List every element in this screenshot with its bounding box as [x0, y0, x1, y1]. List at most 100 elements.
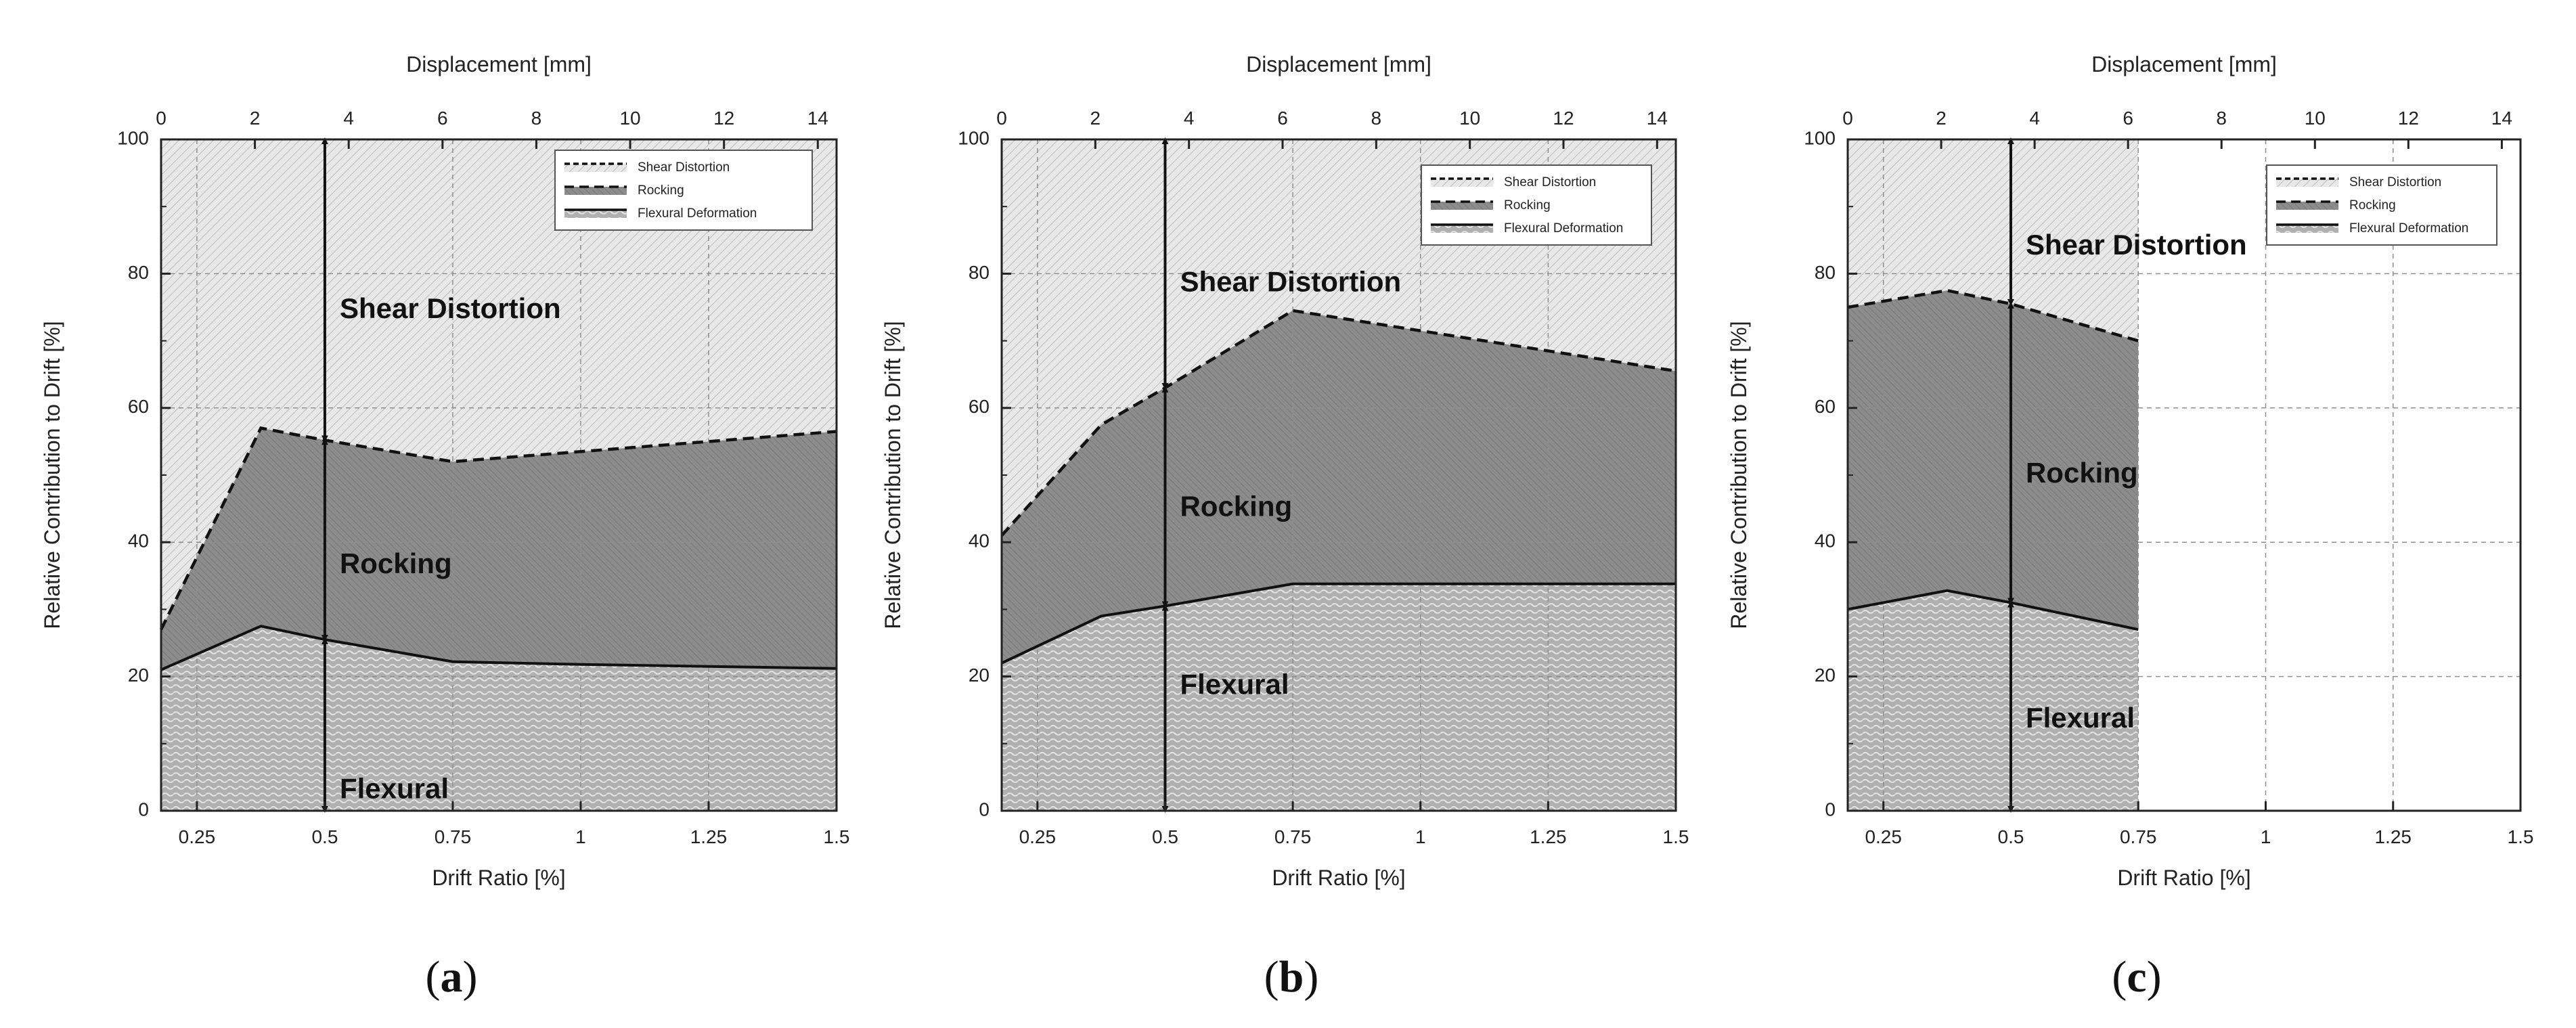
- x-tick-label: 0.5: [311, 826, 338, 847]
- area-shear-distortion: [1848, 139, 2139, 341]
- x-tick-label: 0.25: [179, 826, 216, 847]
- legend-swatch-flexural: [2276, 225, 2338, 233]
- x-tick-label: 0.75: [1274, 826, 1312, 847]
- legend-swatch-shear: [564, 164, 627, 172]
- x-axis-label: Drift Ratio [%]: [2117, 866, 2250, 890]
- caption-letter: c: [2127, 952, 2146, 1002]
- top-tick-label: 8: [531, 108, 542, 129]
- legend-swatch-rocking: [2276, 202, 2338, 210]
- series-line-rocking: [159, 426, 837, 631]
- region-label: Flexural: [340, 772, 449, 804]
- x-tick-label: 1.5: [1663, 826, 1689, 847]
- caption-close-paren: ): [1304, 952, 1318, 1002]
- x-axis-label: Drift Ratio [%]: [1272, 866, 1405, 890]
- legend-label-flexural: Flexural Deformation: [638, 206, 757, 221]
- region-label: Shear Distortion: [2026, 229, 2247, 261]
- y-tick-label: 0: [979, 799, 990, 820]
- top-tick-label: 14: [2491, 108, 2512, 129]
- caption-letter: b: [1279, 952, 1304, 1002]
- area-flexural: [1002, 583, 1676, 811]
- x-tick-label: 1.25: [690, 826, 728, 847]
- legend-label-shear: Shear Distortion: [2349, 175, 2441, 189]
- caption-letter: a: [441, 952, 463, 1002]
- top-tick-label: 12: [2398, 108, 2419, 129]
- x-tick-label: 1.25: [2374, 826, 2412, 847]
- y-tick-label: 20: [1815, 665, 1836, 686]
- chart-panel-c: Shear DistortionRockingFlexural020406080…: [1727, 52, 2533, 1002]
- top-axis-label: Displacement [mm]: [406, 52, 592, 76]
- caption-open-paren: (: [426, 952, 441, 1002]
- y-axis-label: Relative Contribution to Drift [%]: [1727, 321, 1751, 629]
- top-tick-label: 0: [156, 108, 166, 129]
- series-line-rocking: [1000, 309, 1676, 537]
- top-tick-label: 12: [1553, 108, 1574, 129]
- region-label: Rocking: [1180, 491, 1292, 522]
- x-tick-label: 0.75: [435, 826, 472, 847]
- x-tick-label: 0.5: [1998, 826, 2024, 847]
- top-axis-label: Displacement [mm]: [1246, 52, 1431, 76]
- y-tick-label: 40: [1815, 531, 1836, 552]
- area-rocking: [1848, 290, 2139, 630]
- caption-close-paren: ): [2147, 952, 2162, 1002]
- x-tick-label: 0.25: [1019, 826, 1057, 847]
- caption-open-paren: (: [2112, 952, 2127, 1002]
- area-rocking: [1002, 310, 1676, 663]
- x-tick-label: 1.5: [2508, 826, 2534, 847]
- y-tick-label: 100: [117, 127, 149, 148]
- caption-open-paren: (: [1264, 952, 1279, 1002]
- region-label: Rocking: [340, 547, 452, 579]
- top-tick-label: 2: [1090, 108, 1101, 129]
- y-axis-label: Relative Contribution to Drift [%]: [40, 321, 64, 629]
- legend-label-shear: Shear Distortion: [638, 160, 730, 175]
- panel-caption: (c): [2112, 952, 2161, 1002]
- legend-swatch-shear: [1431, 179, 1493, 187]
- y-tick-label: 0: [1825, 799, 1836, 820]
- series-line-flexural-deformation: [1001, 582, 1676, 665]
- legend-label-rocking: Rocking: [2349, 198, 2396, 213]
- chart-panel-b: Shear DistortionRockingFlexural020406080…: [881, 52, 1689, 1002]
- y-tick-label: 60: [969, 396, 990, 417]
- y-tick-label: 60: [1815, 396, 1836, 417]
- top-tick-label: 2: [1936, 108, 1947, 129]
- region-label: Shear Distortion: [1180, 265, 1401, 297]
- legend-swatch-shear: [2276, 179, 2338, 187]
- top-tick-label: 4: [2029, 108, 2040, 129]
- area-shear-distortion: [161, 139, 837, 630]
- top-tick-label: 2: [250, 108, 261, 129]
- area-flexural: [1848, 590, 2139, 811]
- top-tick-label: 0: [1842, 108, 1853, 129]
- top-tick-label: 8: [1371, 108, 1382, 129]
- legend: Shear Distortion Rocking Flexural Deformat…: [554, 150, 813, 231]
- legend: Shear Distortion Rocking Flexural Deformat…: [1421, 164, 1652, 246]
- legend-swatch-flexural: [1431, 225, 1493, 233]
- y-tick-label: 60: [128, 396, 149, 417]
- y-tick-label: 40: [969, 531, 990, 552]
- top-tick-label: 10: [2305, 108, 2326, 129]
- y-axis-label: Relative Contribution to Drift [%]: [881, 321, 905, 629]
- region-label: Shear Distortion: [340, 292, 561, 324]
- x-tick-label: 1: [2261, 826, 2271, 847]
- top-tick-label: 4: [343, 108, 354, 129]
- top-tick-label: 6: [437, 108, 448, 129]
- panel-caption: (b): [1264, 952, 1319, 1002]
- area-flexural: [161, 626, 837, 811]
- x-tick-label: 1.25: [1530, 826, 1567, 847]
- x-tick-label: 0.75: [2120, 826, 2157, 847]
- top-tick-label: 4: [1184, 108, 1195, 129]
- y-tick-label: 80: [128, 262, 149, 283]
- top-tick-label: 10: [1459, 108, 1480, 129]
- series-line-flexural-deformation: [1847, 589, 2139, 631]
- legend-label-flexural: Flexural Deformation: [2349, 221, 2468, 236]
- y-tick-label: 0: [138, 799, 149, 820]
- y-tick-label: 20: [969, 665, 990, 686]
- top-tick-label: 8: [2216, 108, 2227, 129]
- region-label: Flexural: [1180, 669, 1289, 700]
- top-tick-label: 14: [1647, 108, 1668, 129]
- x-tick-label: 0.25: [1865, 826, 1902, 847]
- legend-label-rocking: Rocking: [1504, 198, 1551, 213]
- x-tick-label: 1: [1415, 826, 1426, 847]
- y-tick-label: 40: [128, 531, 149, 552]
- panel-caption: (a): [426, 952, 478, 1002]
- legend: Shear Distortion Rocking Flexural Deformat…: [2266, 164, 2497, 246]
- chart-panel-a: Shear DistortionRockingFlexural020406080…: [40, 52, 849, 1002]
